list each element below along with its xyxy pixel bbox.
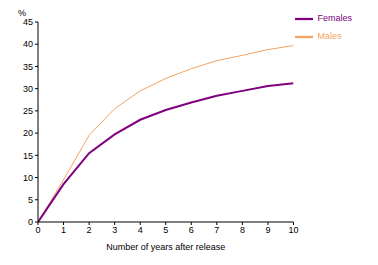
html-text:Females: Females <box>317 13 352 24</box>
svg-text:8: 8 <box>240 225 245 235</box>
svg-text:1: 1 <box>61 225 66 235</box>
svg-text:0: 0 <box>28 217 33 227</box>
svg-text:4: 4 <box>138 225 143 235</box>
svg-text:2: 2 <box>87 225 92 235</box>
svg-text:Number of years after release: Number of years after release <box>106 242 225 252</box>
svg-text:15: 15 <box>23 151 33 161</box>
svg-text:10: 10 <box>23 173 33 183</box>
svg-text:7: 7 <box>214 225 219 235</box>
html-text:Males: Males <box>317 31 342 42</box>
svg-text:6: 6 <box>189 225 194 235</box>
svg-text:5: 5 <box>163 225 168 235</box>
svg-text:30: 30 <box>23 84 33 94</box>
svg-text:35: 35 <box>23 62 33 72</box>
svg-text:0: 0 <box>35 225 40 235</box>
svg-text:25: 25 <box>23 106 33 116</box>
svg-text:20: 20 <box>23 128 33 138</box>
svg-text:45: 45 <box>23 17 33 27</box>
svg-text:3: 3 <box>112 225 117 235</box>
svg-text:10: 10 <box>288 225 298 235</box>
svg-text:40: 40 <box>23 39 33 49</box>
svg-text:5: 5 <box>28 195 33 205</box>
svg-text:9: 9 <box>265 225 270 235</box>
